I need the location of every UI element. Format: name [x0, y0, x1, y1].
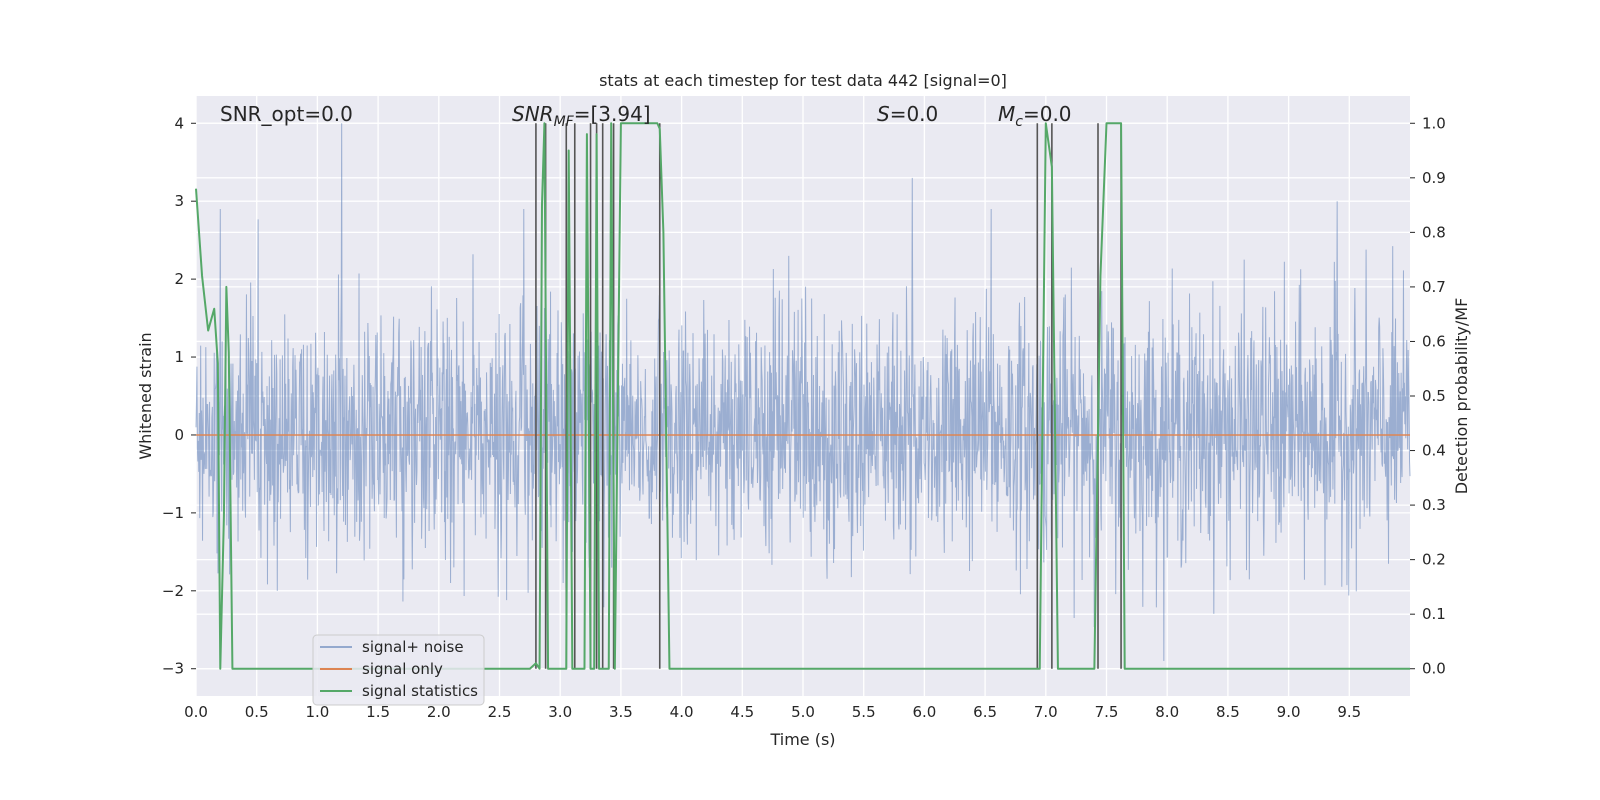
y-right-tick-label: 0.0 [1422, 660, 1446, 678]
x-tick-label: 2.5 [488, 703, 512, 721]
x-axis-label: Time (s) [769, 730, 835, 749]
legend: signal+ noise signal only signal statist… [312, 634, 485, 706]
annotation-s: S=0.0 [877, 102, 938, 126]
y-right-tick-label: 1.0 [1422, 114, 1446, 132]
x-tick-label: 1.0 [305, 703, 329, 721]
signal-noise-trace [195, 123, 1411, 661]
x-tick-label: 6.0 [912, 703, 936, 721]
left-y-axis-ticks: 4 3 2 1 0 −1 −2 −3 [162, 114, 196, 678]
y-right-tick-label: 0.4 [1422, 442, 1446, 460]
signal-statistics-trace [195, 122, 1410, 670]
y-right-tick-label: 0.5 [1422, 387, 1446, 405]
y-right-tick-label: 0.8 [1422, 223, 1446, 241]
legend-box [312, 634, 485, 706]
y-left-tick-label: 3 [174, 192, 184, 210]
y-right-tick-label: 0.3 [1422, 496, 1446, 514]
y-left-tick-label: −3 [162, 660, 184, 678]
annotation-snr-mf: SNRMF=[3.94] [512, 102, 651, 130]
signal-statistics-line [195, 122, 1410, 670]
legend-label-noise: signal+ noise [362, 638, 464, 656]
y-left-tick-label: −1 [162, 504, 184, 522]
x-tick-label: 5.0 [791, 703, 815, 721]
left-y-axis-label: Whitened strain [136, 332, 155, 459]
x-tick-label: 4.0 [670, 703, 694, 721]
x-tick-label: 7.0 [1034, 703, 1058, 721]
right-y-axis-label: Detection probability/MF [1452, 298, 1471, 495]
x-tick-label: 8.0 [1155, 703, 1179, 721]
right-y-axis-ticks: 1.0 0.9 0.8 0.7 0.6 0.5 0.4 0.3 0.2 0.1 0.0 [1410, 114, 1446, 678]
chart-title: stats at each timestep for test data 442… [599, 71, 1007, 90]
y-right-tick-label: 0.2 [1422, 551, 1446, 569]
signal-noise-line [195, 123, 1411, 661]
x-tick-label: 0.0 [184, 703, 208, 721]
x-tick-label: 9.5 [1337, 703, 1361, 721]
y-left-tick-label: 4 [174, 114, 184, 132]
plot-area [195, 96, 1411, 696]
annotation-snr-opt: SNR_opt=0.0 [220, 102, 353, 126]
y-right-tick-label: 0.1 [1422, 605, 1446, 623]
x-tick-label: 3.0 [548, 703, 572, 721]
x-tick-label: 6.5 [973, 703, 997, 721]
legend-label-stats: signal statistics [362, 682, 478, 700]
x-tick-label: 7.5 [1095, 703, 1119, 721]
x-tick-label: 0.5 [245, 703, 269, 721]
x-tick-label: 4.5 [730, 703, 754, 721]
x-tick-label: 8.5 [1216, 703, 1240, 721]
y-left-tick-label: 1 [174, 348, 184, 366]
x-tick-label: 5.5 [852, 703, 876, 721]
y-right-tick-label: 0.7 [1422, 278, 1446, 296]
annotation-mc: Mc=0.0 [998, 102, 1072, 130]
y-left-tick-label: −2 [162, 582, 184, 600]
y-right-tick-label: 0.6 [1422, 332, 1446, 350]
y-left-tick-label: 0 [174, 426, 184, 444]
legend-label-signal: signal only [362, 660, 443, 678]
x-tick-label: 3.5 [609, 703, 633, 721]
y-left-tick-label: 2 [174, 270, 184, 288]
x-tick-label: 2.0 [427, 703, 451, 721]
x-tick-label: 1.5 [366, 703, 390, 721]
y-right-tick-label: 0.9 [1422, 169, 1446, 187]
x-axis-ticks: 0.0 0.5 1.0 1.5 2.0 2.5 3.0 3.5 4.0 4.5 5.0 5.5 6.0 6… [184, 703, 1361, 721]
x-tick-label: 9.0 [1277, 703, 1301, 721]
